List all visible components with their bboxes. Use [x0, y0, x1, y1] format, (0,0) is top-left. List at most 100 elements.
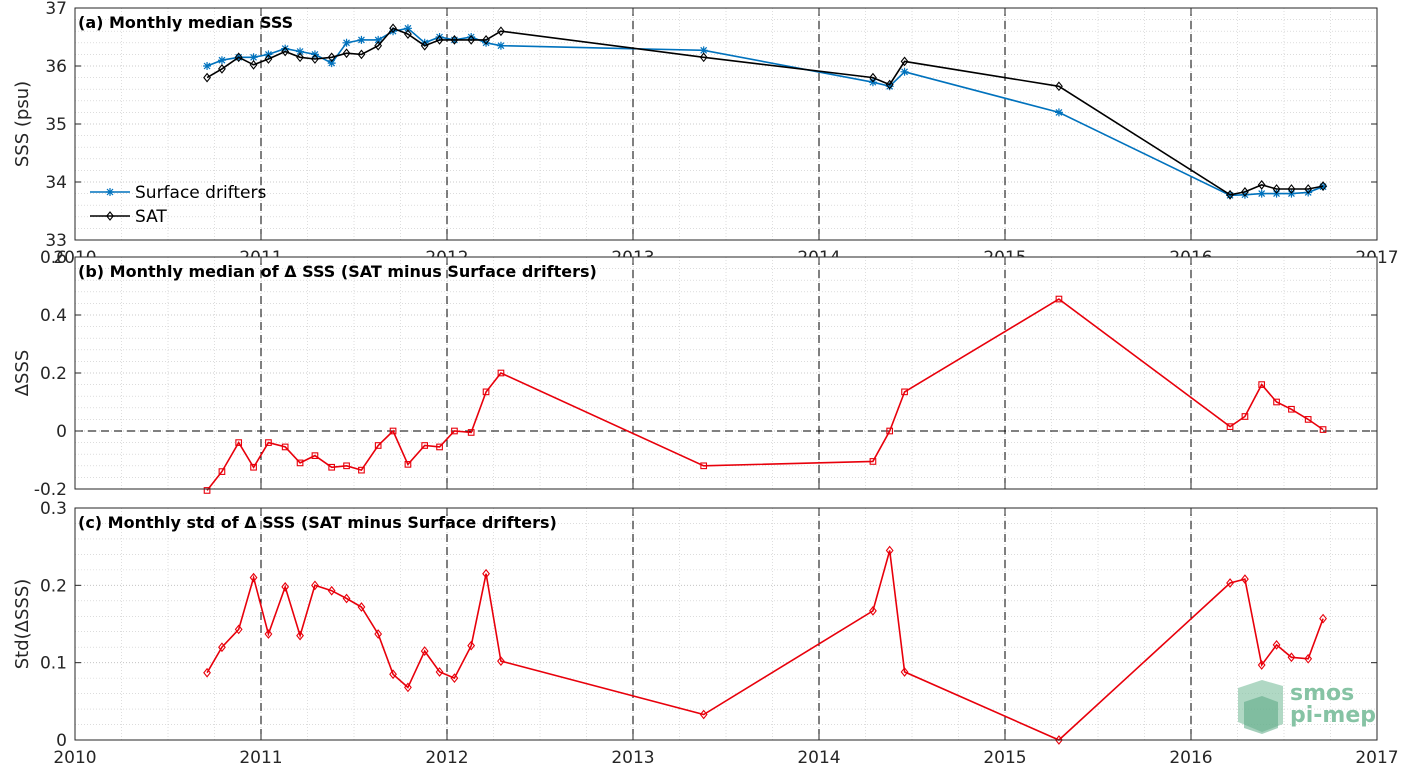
data-point — [1288, 405, 1295, 413]
x-tick-label: 2011 — [239, 748, 282, 768]
data-point — [1272, 184, 1281, 194]
data-point — [343, 462, 350, 470]
data-point — [497, 26, 505, 37]
y-tick-label: 0 — [56, 422, 67, 442]
data-point — [249, 59, 258, 70]
data-point — [482, 35, 490, 45]
x-tick-label: 2013 — [611, 748, 654, 768]
data-point — [357, 49, 366, 60]
data-point — [467, 33, 476, 41]
panel-b: -0.2 0 0.2 0.4 0.6 ΔSSS (b) Monthly median of … — [12, 248, 1378, 500]
y-tick-label: 0.2 — [40, 576, 67, 596]
data-point — [467, 640, 476, 651]
y-tick-label: 33 — [45, 231, 67, 251]
data-point — [357, 35, 366, 44]
legend-label: SAT — [135, 207, 167, 227]
data-point — [389, 427, 397, 435]
data-point — [1319, 181, 1327, 191]
data-point — [250, 463, 257, 471]
data-point — [699, 46, 708, 55]
data-point — [203, 62, 212, 70]
y-tick-label: 0.6 — [40, 248, 67, 268]
data-point — [218, 64, 226, 74]
data-point — [1055, 735, 1063, 745]
data-point — [450, 673, 459, 684]
data-point — [1272, 639, 1281, 650]
data-point — [296, 47, 305, 56]
data-point — [497, 656, 505, 667]
data-point — [450, 35, 459, 45]
data-point — [421, 442, 429, 449]
logo-line2: pi-mep — [1290, 703, 1376, 728]
data-point — [700, 462, 708, 470]
data-point — [203, 667, 211, 678]
minor-grid — [75, 508, 1377, 740]
y-tick-label: 0.4 — [40, 306, 67, 326]
x-tick-label: 2014 — [797, 748, 840, 768]
data-point — [374, 442, 382, 449]
data-point — [203, 72, 211, 83]
data-point — [342, 38, 351, 47]
data-point — [389, 669, 397, 680]
y-tick-label: -0.2 — [34, 480, 67, 500]
data-point — [404, 29, 412, 39]
logo-line1: smos — [1290, 681, 1354, 706]
y-tick-label: 0.1 — [40, 654, 67, 674]
data-point — [389, 23, 397, 34]
data-point — [900, 667, 909, 677]
data-point — [451, 427, 458, 435]
y-axis-label: Std(ΔSSS) — [12, 579, 33, 670]
data-point — [869, 605, 877, 616]
data-point — [327, 59, 336, 68]
data-point — [1319, 613, 1327, 624]
data-point — [357, 602, 366, 612]
data-point — [869, 458, 877, 465]
data-point — [327, 585, 336, 596]
logo-mark-inner — [1244, 696, 1278, 734]
panel-a: 3334353637201020112012201320142015201620… — [12, 0, 1399, 268]
data-point — [265, 439, 272, 446]
y-axis-label: SSS (psu) — [12, 81, 33, 167]
data-point — [885, 545, 894, 556]
data-point — [886, 427, 894, 435]
data-point — [869, 72, 877, 83]
data-point — [374, 629, 383, 639]
data-point — [482, 38, 491, 47]
axes-frame — [74, 507, 1378, 741]
data-point — [482, 388, 490, 396]
data-point — [358, 466, 365, 474]
data-point — [699, 52, 708, 63]
data-point — [217, 56, 226, 65]
x-tick-label: 2017 — [1355, 748, 1398, 768]
data-point — [311, 580, 319, 591]
data-point — [249, 53, 258, 62]
data-point — [235, 439, 243, 446]
data-point — [1257, 189, 1266, 198]
panel-title: (b) Monthly median of Δ SSS (SAT minus S… — [78, 262, 597, 281]
data-point — [281, 581, 290, 592]
data-point — [404, 682, 412, 693]
data-point — [1258, 381, 1266, 388]
data-point — [249, 572, 258, 583]
data-point — [281, 44, 290, 53]
data-point — [264, 54, 273, 64]
data-point — [1226, 423, 1234, 431]
data-point — [1257, 180, 1266, 190]
data-point — [420, 40, 429, 51]
data-point — [1054, 108, 1063, 117]
data-point — [436, 443, 443, 451]
data-point — [1287, 652, 1296, 663]
data-point — [1055, 81, 1063, 92]
data-point — [1304, 416, 1312, 423]
data-point — [497, 369, 505, 377]
data-point — [234, 624, 243, 635]
data-point — [1226, 189, 1234, 200]
data-point — [281, 443, 289, 451]
data-point — [885, 82, 894, 91]
data-point — [420, 646, 429, 656]
plot-area — [75, 508, 1377, 740]
data-point — [328, 463, 336, 471]
panel-c: 0 0.1 0.2 0.3 2010 2011 2012 2013 2014 2015 2016 20… — [12, 499, 1399, 768]
